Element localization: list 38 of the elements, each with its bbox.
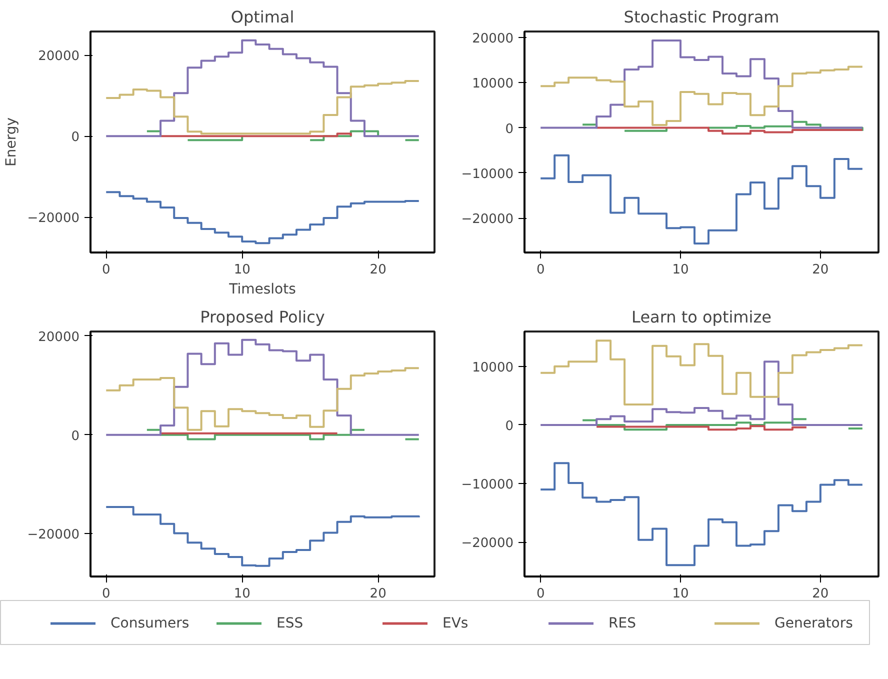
- y-tick-label: −20000: [461, 536, 514, 552]
- x-tick-label: 20: [812, 586, 829, 602]
- legend-label: Generators: [774, 616, 853, 632]
- x-axis-title: Timeslots: [228, 282, 296, 298]
- x-tick-label: 10: [672, 262, 689, 278]
- legend-label: ESS: [276, 616, 304, 632]
- chart-title: Learn to optimize: [632, 308, 772, 326]
- x-tick-label: 10: [234, 262, 250, 278]
- chart-title: Optimal: [230, 8, 294, 26]
- x-tick-label: 10: [234, 586, 250, 602]
- y-tick-label: −10000: [461, 166, 514, 182]
- y-tick-label: 10000: [472, 360, 514, 376]
- y-tick-label: 10000: [472, 76, 514, 92]
- y-tick-label: 0: [71, 130, 80, 146]
- legend-label: EVs: [442, 616, 468, 632]
- y-tick-label: −20000: [27, 211, 80, 226]
- x-tick-label: 20: [812, 262, 829, 278]
- y-tick-label: 20000: [38, 49, 80, 64]
- legend-label: Consumers: [110, 616, 190, 632]
- x-tick-label: 20: [370, 262, 386, 278]
- y-tick-label: −20000: [461, 212, 514, 228]
- y-tick-label: 20000: [472, 31, 514, 46]
- y-tick-label: 20000: [38, 330, 80, 345]
- chart-title: Stochastic Program: [624, 8, 780, 26]
- x-tick-label: 0: [102, 262, 110, 278]
- chart-title: Proposed Policy: [200, 308, 325, 326]
- legend-label: RES: [608, 616, 636, 632]
- x-tick-label: 0: [536, 262, 545, 278]
- y-tick-label: 0: [71, 428, 80, 444]
- y-axis-title: Energy: [3, 117, 20, 167]
- y-tick-label: 0: [505, 122, 514, 137]
- x-tick-label: 10: [672, 586, 689, 602]
- y-tick-label: −10000: [461, 478, 514, 493]
- x-tick-label: 0: [102, 586, 110, 602]
- x-tick-label: 0: [536, 586, 545, 602]
- y-tick-label: 0: [505, 418, 514, 434]
- x-tick-label: 20: [370, 586, 386, 602]
- y-tick-label: −20000: [27, 528, 80, 543]
